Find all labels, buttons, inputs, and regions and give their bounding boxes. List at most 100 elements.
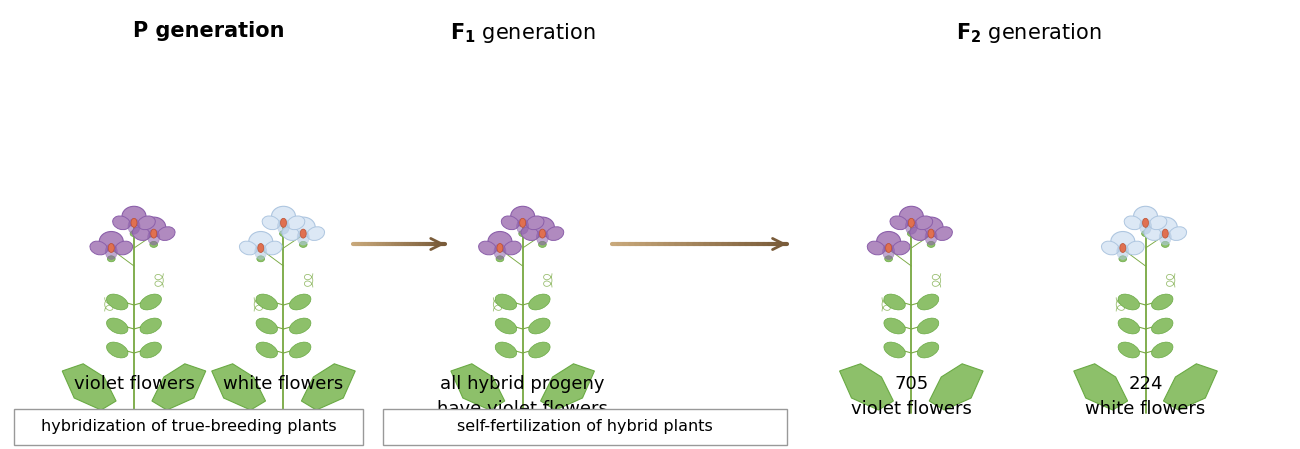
Ellipse shape	[1140, 219, 1152, 234]
Ellipse shape	[248, 232, 273, 251]
Ellipse shape	[257, 243, 264, 252]
Ellipse shape	[935, 227, 953, 241]
Ellipse shape	[299, 242, 307, 247]
Ellipse shape	[116, 241, 133, 255]
Ellipse shape	[307, 227, 325, 241]
Polygon shape	[1074, 364, 1127, 410]
Ellipse shape	[927, 242, 935, 247]
Ellipse shape	[511, 206, 534, 226]
Ellipse shape	[140, 318, 161, 334]
Polygon shape	[62, 364, 116, 410]
Text: $\mathbf{F_1}$ generation: $\mathbf{F_1}$ generation	[450, 21, 595, 45]
Ellipse shape	[884, 342, 905, 358]
Ellipse shape	[497, 256, 504, 262]
FancyBboxPatch shape	[14, 409, 363, 445]
Ellipse shape	[150, 242, 157, 247]
Ellipse shape	[883, 244, 894, 260]
Ellipse shape	[257, 256, 265, 262]
Ellipse shape	[892, 241, 910, 255]
Ellipse shape	[876, 232, 901, 251]
Ellipse shape	[520, 218, 525, 227]
Ellipse shape	[918, 318, 939, 334]
Ellipse shape	[1149, 216, 1167, 230]
Ellipse shape	[272, 206, 295, 226]
Ellipse shape	[919, 217, 942, 237]
Text: 705
violet flowers: 705 violet flowers	[852, 375, 972, 418]
Ellipse shape	[521, 227, 538, 241]
Ellipse shape	[122, 206, 146, 226]
Ellipse shape	[530, 217, 554, 237]
Text: hybridization of true-breeding plants: hybridization of true-breeding plants	[42, 419, 337, 435]
Ellipse shape	[108, 256, 116, 262]
Ellipse shape	[290, 294, 311, 310]
Ellipse shape	[105, 244, 117, 260]
Ellipse shape	[529, 318, 550, 334]
Ellipse shape	[519, 231, 526, 237]
Ellipse shape	[900, 206, 923, 226]
Ellipse shape	[918, 294, 939, 310]
Ellipse shape	[290, 342, 311, 358]
Ellipse shape	[1152, 318, 1173, 334]
Ellipse shape	[281, 218, 286, 227]
Polygon shape	[930, 364, 983, 410]
Ellipse shape	[502, 216, 519, 230]
Polygon shape	[840, 364, 893, 410]
Ellipse shape	[526, 216, 543, 230]
Ellipse shape	[133, 227, 150, 241]
Ellipse shape	[891, 216, 907, 230]
Ellipse shape	[138, 216, 155, 230]
Ellipse shape	[537, 229, 549, 245]
Ellipse shape	[256, 318, 277, 334]
Ellipse shape	[256, 294, 277, 310]
Text: $\mathbf{F_2}$ generation: $\mathbf{F_2}$ generation	[957, 21, 1101, 45]
Ellipse shape	[1118, 318, 1140, 334]
Text: self-fertilization of hybrid plants: self-fertilization of hybrid plants	[458, 419, 712, 435]
Ellipse shape	[1119, 256, 1127, 262]
Polygon shape	[451, 364, 504, 410]
Ellipse shape	[926, 229, 937, 245]
Ellipse shape	[277, 219, 290, 234]
Ellipse shape	[495, 318, 516, 334]
Ellipse shape	[280, 231, 287, 237]
Ellipse shape	[90, 241, 108, 255]
Ellipse shape	[1141, 231, 1149, 237]
Ellipse shape	[108, 243, 114, 252]
Ellipse shape	[239, 241, 257, 255]
Ellipse shape	[287, 216, 304, 230]
Ellipse shape	[1143, 218, 1148, 227]
Text: violet flowers: violet flowers	[74, 375, 195, 393]
Ellipse shape	[885, 243, 892, 252]
Text: white flowers: white flowers	[224, 375, 343, 393]
Ellipse shape	[127, 219, 140, 234]
Ellipse shape	[1169, 227, 1187, 241]
Ellipse shape	[918, 342, 939, 358]
Ellipse shape	[282, 227, 299, 241]
Ellipse shape	[495, 342, 516, 358]
Ellipse shape	[538, 242, 546, 247]
Polygon shape	[212, 364, 265, 410]
Polygon shape	[541, 364, 594, 410]
Ellipse shape	[99, 232, 124, 251]
Ellipse shape	[1162, 229, 1169, 238]
Ellipse shape	[488, 232, 512, 251]
Ellipse shape	[915, 216, 932, 230]
Ellipse shape	[516, 219, 529, 234]
Ellipse shape	[255, 244, 266, 260]
Ellipse shape	[140, 342, 161, 358]
Ellipse shape	[907, 231, 915, 237]
Ellipse shape	[1119, 243, 1126, 252]
Ellipse shape	[157, 227, 176, 241]
Ellipse shape	[495, 294, 516, 310]
Ellipse shape	[1152, 294, 1173, 310]
Polygon shape	[1164, 364, 1217, 410]
Ellipse shape	[529, 342, 550, 358]
Ellipse shape	[1124, 216, 1141, 230]
Ellipse shape	[910, 227, 927, 241]
Ellipse shape	[885, 256, 893, 262]
Ellipse shape	[1110, 232, 1135, 251]
Ellipse shape	[1117, 244, 1128, 260]
Ellipse shape	[1118, 294, 1140, 310]
FancyBboxPatch shape	[384, 409, 786, 445]
Ellipse shape	[113, 216, 130, 230]
Ellipse shape	[291, 217, 315, 237]
